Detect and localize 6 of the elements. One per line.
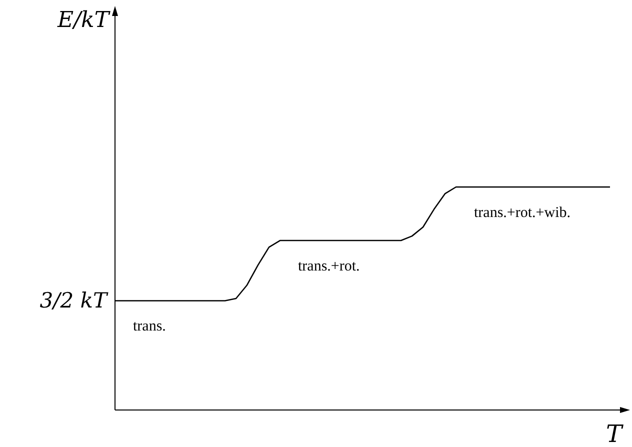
annotation: trans.+rot.+wib. <box>474 205 570 221</box>
text: 3/2 kT <box>40 288 109 313</box>
annotation: trans.+rot. <box>298 258 360 275</box>
text: E/kT <box>56 8 112 33</box>
x-axis-title: T <box>606 420 624 447</box>
annotation: trans. <box>133 318 166 335</box>
